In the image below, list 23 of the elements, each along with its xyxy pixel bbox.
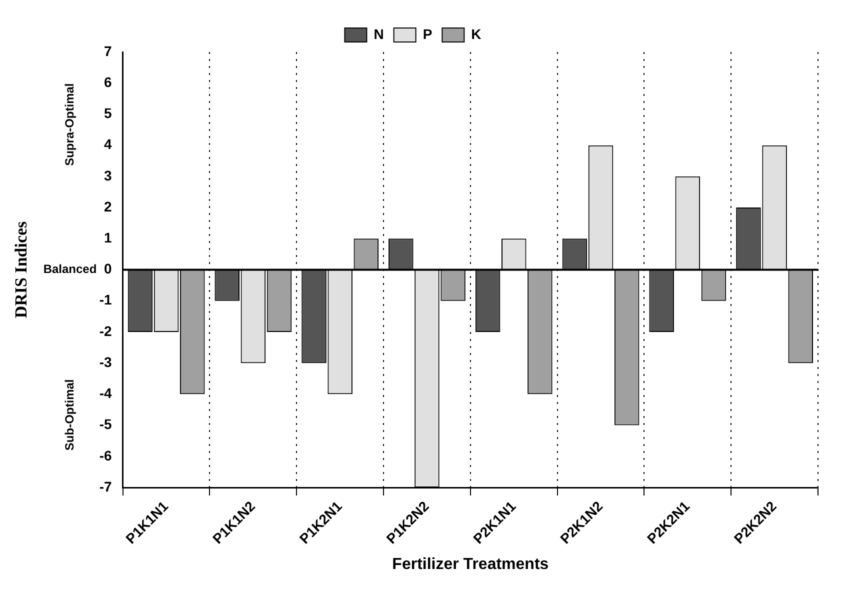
y-tick-label: 6 — [104, 74, 112, 90]
y-tick-label: -1 — [99, 292, 112, 308]
y-tick-label: 3 — [104, 167, 112, 184]
y-tick-label: 5 — [104, 105, 112, 122]
y-tick-label: -6 — [99, 447, 112, 464]
text: Sub-Optimal — [62, 379, 76, 451]
y-axis-title: DRIS Indices — [12, 220, 31, 318]
y-tick-label: 1 — [104, 230, 112, 246]
y-tick-label: -4 — [99, 385, 112, 402]
y-tick-label: -3 — [99, 354, 112, 370]
y-tick-label: 0 — [104, 260, 112, 277]
x-axis-title: Fertilizer Treatments — [392, 556, 549, 573]
y-tick-label: 7 — [104, 42, 112, 59]
y-tick-label: -5 — [99, 416, 112, 432]
y-tick-label: -2 — [99, 322, 112, 339]
legend-label: K — [471, 26, 482, 42]
y-tick-label: -7 — [99, 478, 112, 494]
y-tick-label: 4 — [104, 136, 112, 152]
legend-label: N — [374, 26, 384, 42]
y-tick-label: 2 — [104, 198, 112, 214]
legend-label: P — [422, 26, 432, 42]
text: Balanced — [43, 262, 97, 276]
text: Supra-Optimal — [62, 83, 76, 166]
